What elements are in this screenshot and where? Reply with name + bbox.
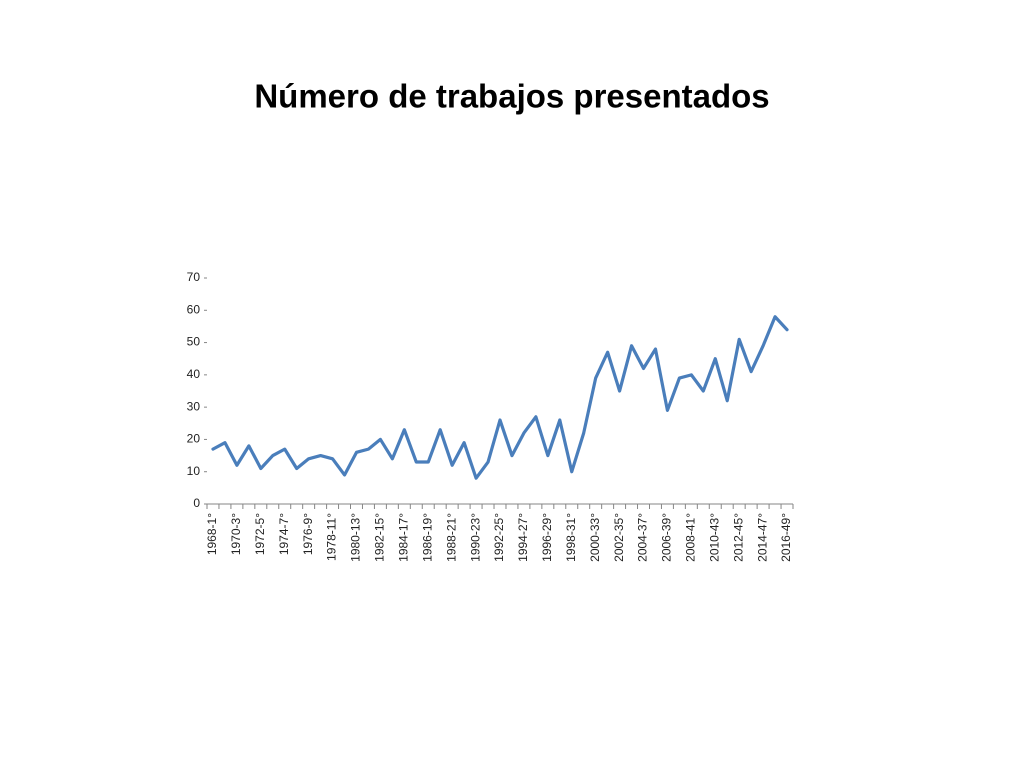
x-tick-label: 2010-43°: [707, 513, 721, 562]
y-tick-label: 10: [187, 464, 201, 478]
x-tick-label: 1988-21°: [444, 513, 458, 562]
x-tick-label: 2002-35°: [612, 513, 626, 562]
x-tick-label: 1970-3°: [229, 513, 243, 555]
x-tick-label: 2014-47°: [755, 513, 769, 562]
x-tick-label: 1998-31°: [564, 513, 578, 562]
x-tick-label: 2016-49°: [779, 513, 793, 562]
y-tick-label: 40: [187, 367, 201, 381]
chart-title: Número de trabajos presentados: [254, 78, 769, 115]
x-tick-label: 1990-23°: [468, 513, 482, 562]
x-tick-label: 2012-45°: [731, 513, 745, 562]
x-tick-label: 1978-11°: [325, 513, 339, 561]
y-tick-label: 50: [187, 335, 201, 349]
x-tick-label: 1976-9°: [301, 513, 315, 555]
x-tick-label: 1984-17°: [396, 513, 410, 562]
x-tick-label: 2006-39°: [660, 513, 674, 562]
x-tick-label: 1974-7°: [277, 513, 291, 555]
x-tick-label: 1992-25°: [492, 513, 506, 562]
y-tick-label: 20: [187, 432, 201, 446]
x-tick-label: 1972-5°: [253, 513, 267, 555]
x-tick-label: 1994-27°: [516, 513, 530, 562]
x-tick-label: 2004-37°: [636, 513, 650, 562]
y-tick-label: 0: [193, 496, 200, 510]
y-tick-label: 60: [187, 302, 201, 316]
data-line: [211, 315, 789, 480]
x-tick-label: 2000-33°: [588, 513, 602, 562]
x-tick-label: 1996-29°: [540, 513, 554, 562]
x-tick-label: 2008-41°: [684, 513, 698, 562]
x-tick-label: 1968-1°: [205, 513, 219, 555]
x-tick-label: 1986-19°: [420, 513, 434, 562]
y-tick-label: 30: [187, 399, 201, 413]
y-tick-label: 70: [187, 270, 201, 284]
x-tick-label: 1980-13°: [349, 513, 363, 562]
x-tick-label: 1982-15°: [373, 513, 387, 562]
